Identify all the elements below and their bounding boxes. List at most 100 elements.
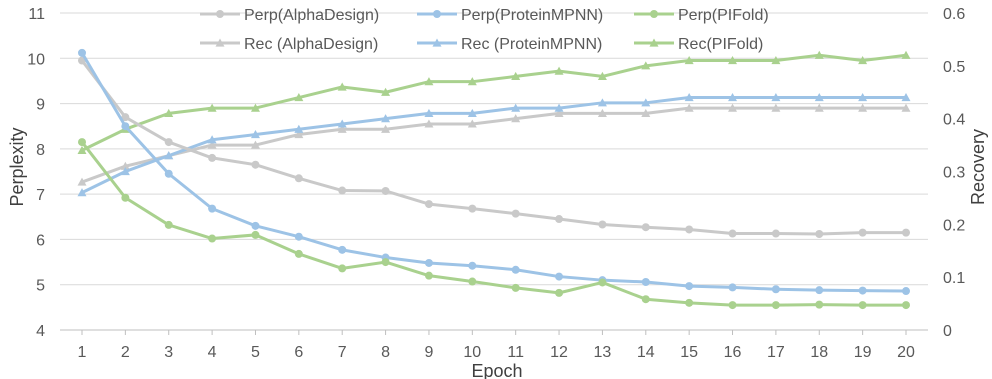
data-point (77, 177, 87, 186)
legend-item: Rec(PIFold) (634, 36, 763, 53)
data-point (164, 169, 173, 178)
data-point (424, 77, 434, 86)
data-point (381, 87, 391, 96)
data-point (511, 71, 521, 80)
data-point (424, 119, 434, 128)
x-tick-label: 10 (463, 344, 481, 361)
data-point (381, 114, 391, 123)
data-point (78, 138, 86, 147)
legend-item: Perp(ProteinMPNN) (417, 7, 603, 24)
data-point (208, 153, 217, 162)
legend-label: Perp(AlphaDesign) (244, 7, 379, 24)
data-point (164, 220, 173, 229)
data-point (424, 258, 433, 267)
x-tick-label: 3 (164, 344, 173, 361)
y2-tick-label: 0.3 (943, 165, 965, 182)
data-point (901, 50, 911, 59)
data-point (207, 103, 217, 112)
y-axis-title-left: Perplexity (7, 127, 27, 206)
data-point (467, 108, 477, 117)
data-point (511, 283, 520, 292)
data-point (641, 295, 650, 304)
x-tick-label: 19 (854, 344, 872, 361)
data-point (251, 160, 260, 169)
legend: Perp(AlphaDesign) Perp(ProteinMPNN) Perp(P… (200, 7, 769, 53)
data-point (641, 61, 651, 70)
series-line (80, 52, 907, 293)
x-tick-label: 6 (294, 344, 303, 361)
legend-item: Perp(PIFold) (634, 7, 769, 24)
data-point (597, 108, 607, 117)
data-point (684, 93, 694, 102)
y2-tick-label: 0.6 (943, 6, 965, 23)
data-point (554, 66, 564, 75)
data-point (467, 77, 477, 86)
series-rec-alphadesign- (77, 103, 911, 186)
x-tick-label: 4 (208, 344, 217, 361)
series-perp-pifold- (78, 138, 910, 310)
data-point (814, 103, 824, 112)
data-point (207, 135, 217, 144)
series-perp-proteinmpnn- (78, 48, 910, 296)
x-tick-label: 5 (251, 344, 260, 361)
data-point (728, 301, 737, 310)
data-point (649, 38, 659, 47)
data-point (337, 124, 347, 133)
y-tick-label: 7 (36, 187, 45, 204)
data-point (685, 298, 694, 307)
data-point (902, 228, 910, 237)
y2-tick-label: 0.2 (943, 217, 965, 234)
x-tick-label: 8 (381, 344, 390, 361)
data-point (164, 138, 173, 147)
x-tick-label: 16 (724, 344, 742, 361)
data-point (511, 114, 521, 123)
data-point (207, 140, 217, 149)
y2-tick-label: 0 (943, 323, 952, 340)
x-tick-label: 17 (767, 344, 785, 361)
y2-tick-label: 0.5 (943, 59, 965, 76)
data-point (641, 223, 650, 232)
series-rec-proteinmpnn- (77, 93, 911, 197)
legend-item: Rec (AlphaDesign) (200, 36, 378, 53)
data-point (771, 103, 781, 112)
data-point (468, 277, 477, 286)
data-point (858, 228, 867, 237)
data-point (208, 204, 217, 213)
series-line (80, 141, 906, 307)
y-tick-label: 8 (36, 142, 45, 159)
x-tick-label: 18 (810, 344, 828, 361)
data-point (554, 103, 564, 112)
data-point (467, 119, 477, 128)
series-perp-alphadesign- (78, 56, 910, 238)
data-point (902, 301, 910, 310)
data-point (555, 215, 564, 224)
data-point (215, 38, 225, 47)
data-point (424, 271, 433, 280)
data-point (294, 93, 304, 102)
data-point (338, 245, 347, 254)
data-point (728, 283, 737, 292)
data-point (597, 71, 607, 80)
y-tick-label: 5 (36, 278, 45, 295)
x-tick-label: 9 (424, 344, 433, 361)
data-point (511, 209, 520, 218)
data-point (814, 93, 824, 102)
data-point (641, 98, 651, 107)
data-point (424, 108, 434, 117)
data-point (121, 122, 130, 131)
y2-tick-label: 0.4 (943, 112, 965, 129)
data-point (641, 277, 650, 286)
data-point (251, 221, 260, 230)
data-point (684, 56, 694, 65)
data-point (78, 48, 86, 57)
data-point (250, 140, 260, 149)
data-point (121, 113, 130, 122)
data-point (120, 161, 130, 170)
x-tick-label: 11 (507, 344, 524, 361)
series-line (81, 53, 907, 152)
y-tick-label: 6 (36, 232, 45, 249)
data-point (771, 229, 780, 238)
data-point (728, 56, 738, 65)
legend-label: Rec (ProteinMPNN) (461, 36, 602, 53)
data-point (685, 225, 694, 234)
